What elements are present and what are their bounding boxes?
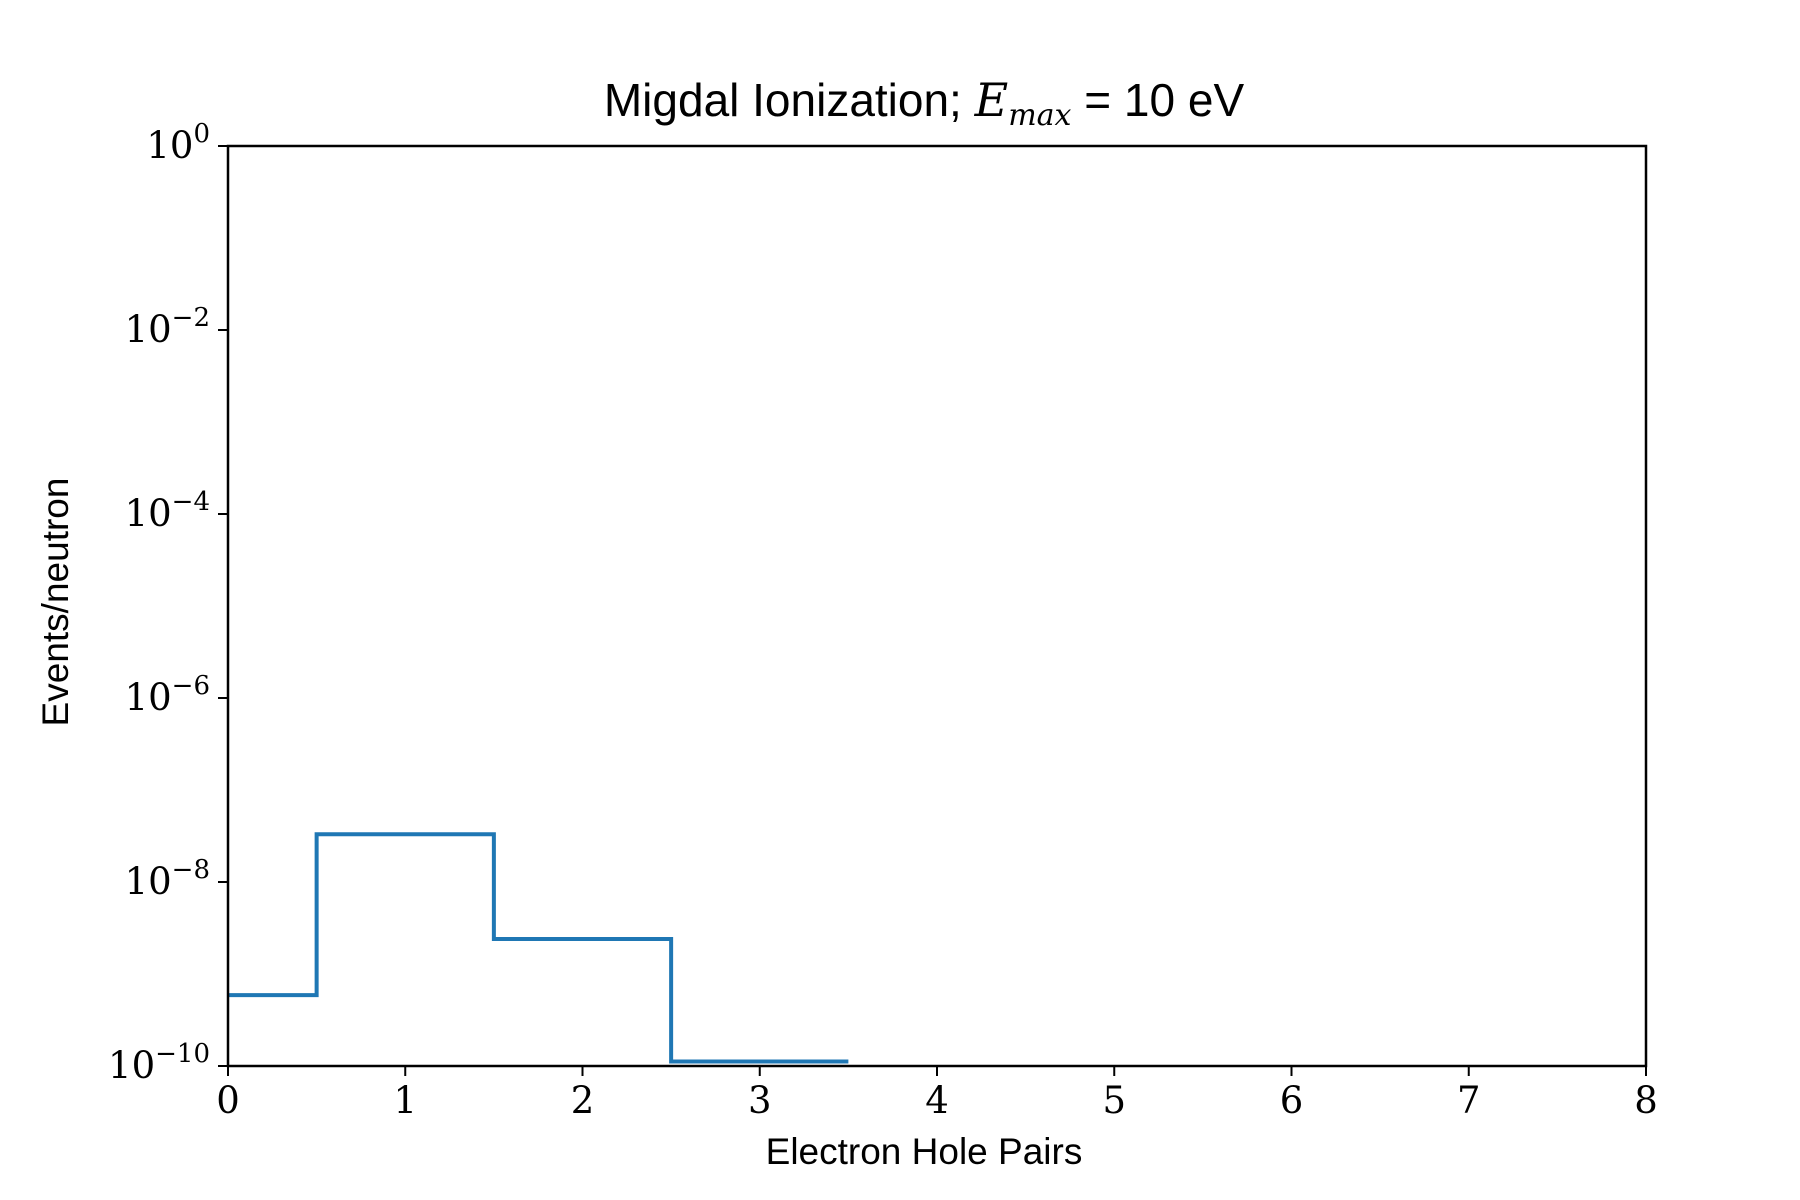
y-tick-base: 10 xyxy=(146,124,193,167)
y-tick-base: 10 xyxy=(125,860,172,903)
series-line xyxy=(228,832,849,1064)
y-tick-label: 10−10 xyxy=(108,1039,210,1087)
x-tick-label: 6 xyxy=(1280,1079,1304,1122)
x-tick-label: 7 xyxy=(1457,1079,1481,1122)
y-tick-label: 10−8 xyxy=(125,855,210,903)
x-tick-label: 2 xyxy=(571,1079,595,1122)
chart-title-subscript: max xyxy=(1008,98,1071,133)
y-tick-label: 10−6 xyxy=(125,671,210,719)
y-tick-base: 10 xyxy=(125,676,172,719)
y-tick-base: 10 xyxy=(108,1044,155,1087)
x-axis-label: Electron Hole Pairs xyxy=(766,1131,1083,1172)
y-tick-exponent: −8 xyxy=(172,855,210,885)
y-tick-base: 10 xyxy=(125,308,172,351)
y-tick-base: 10 xyxy=(125,492,172,535)
x-tick-label: 1 xyxy=(393,1079,417,1122)
chart-title-suffix: = 10 eV xyxy=(1071,74,1244,126)
x-tick-label: 5 xyxy=(1102,1079,1126,1122)
y-tick-exponent: −4 xyxy=(172,487,210,517)
y-tick-exponent: −10 xyxy=(155,1039,210,1069)
y-tick-label: 100 xyxy=(146,119,210,167)
x-tick-label: 4 xyxy=(925,1079,949,1122)
plot-area xyxy=(226,144,1648,1068)
y-axis-label: Events/neutron xyxy=(35,478,76,727)
y-tick-exponent: 0 xyxy=(193,119,210,149)
y-tick-label: 10−4 xyxy=(125,487,210,535)
x-tick-label: 3 xyxy=(748,1079,772,1122)
x-tick-label: 8 xyxy=(1634,1079,1658,1122)
axes-frame xyxy=(226,144,1648,1068)
x-tick-label: 0 xyxy=(216,1079,240,1122)
chart-title-variable: E xyxy=(974,73,1009,127)
y-tick-exponent: −2 xyxy=(172,303,210,333)
y-tick-label: 10−2 xyxy=(125,303,210,351)
chart-title-prefix: Migdal Ionization; xyxy=(604,74,975,126)
x-axis-ticks: 0 1 2 3 4 5 6 7 8 xyxy=(216,1066,1658,1122)
y-tick-exponent: −6 xyxy=(172,671,210,701)
chart-title: Migdal Ionization; Emax = 10 eV xyxy=(604,73,1245,133)
